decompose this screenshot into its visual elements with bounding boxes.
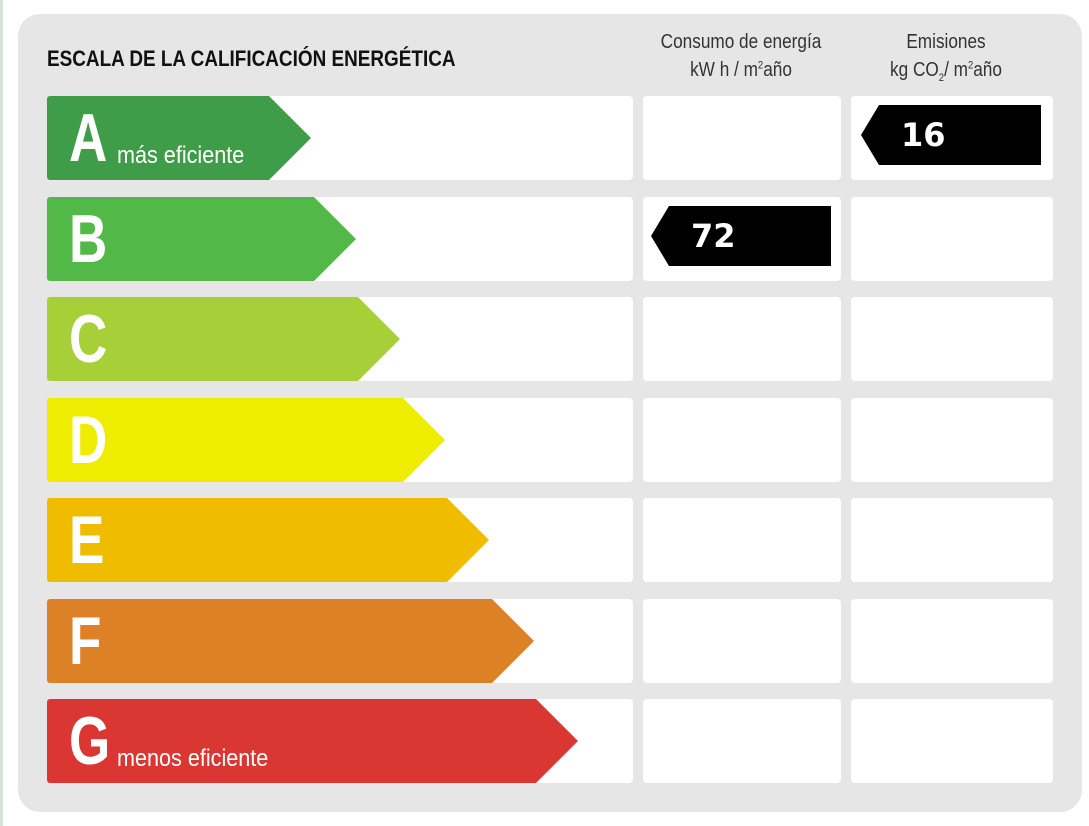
emissions-marker: 16 <box>861 105 1041 165</box>
page-edge <box>0 0 3 826</box>
emissions-cell-d <box>851 398 1053 482</box>
rating-caption-a: más eficiente <box>117 142 245 169</box>
energy-value: 72 <box>691 217 736 255</box>
emissions-value: 16 <box>901 116 946 154</box>
emissions-unit: kg CO2/ m2año <box>890 59 1002 84</box>
energy-cell-e <box>643 498 841 582</box>
rating-arrow-e: E <box>47 498 489 582</box>
energy-marker: 72 <box>651 206 831 266</box>
rating-arrow-f: F <box>47 599 534 683</box>
energy-cell-a <box>643 96 841 180</box>
rating-letter-c: C <box>69 301 108 377</box>
emissions-header-text: Emisiones <box>906 31 986 53</box>
energy-column-header: Consumo de energía kW h / m2año <box>636 28 846 88</box>
rating-letter-f: F <box>69 603 102 679</box>
energy-cell-d <box>643 398 841 482</box>
emissions-column-header: Emisiones kg CO2/ m2año <box>846 28 1046 88</box>
rating-letter-a: A <box>69 100 108 176</box>
emissions-cell-f <box>851 599 1053 683</box>
rating-letter-g: G <box>69 703 111 779</box>
emissions-cell-e <box>851 498 1053 582</box>
rating-arrow-b: B <box>47 197 356 281</box>
emissions-cell-b <box>851 197 1053 281</box>
rating-letter-b: B <box>69 201 108 277</box>
energy-cell-c <box>643 297 841 381</box>
emissions-cell-g <box>851 699 1053 783</box>
energy-header-text: Consumo de energía <box>660 31 822 53</box>
label-title: ESCALA DE LA CALIFICACIÓN ENERGÉTICA <box>47 46 456 71</box>
rating-arrow-d: D <box>47 398 445 482</box>
rating-arrow-c: C <box>47 297 400 381</box>
rating-letter-e: E <box>69 502 105 578</box>
rating-caption-g: menos eficiente <box>117 745 269 772</box>
rating-letter-d: D <box>69 402 108 478</box>
energy-unit: kW h / m2año <box>690 59 792 81</box>
energy-cell-g <box>643 699 841 783</box>
emissions-cell-c <box>851 297 1053 381</box>
energy-cell-f <box>643 599 841 683</box>
